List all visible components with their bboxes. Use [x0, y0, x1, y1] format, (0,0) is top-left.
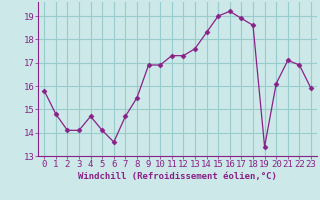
X-axis label: Windchill (Refroidissement éolien,°C): Windchill (Refroidissement éolien,°C) [78, 172, 277, 181]
